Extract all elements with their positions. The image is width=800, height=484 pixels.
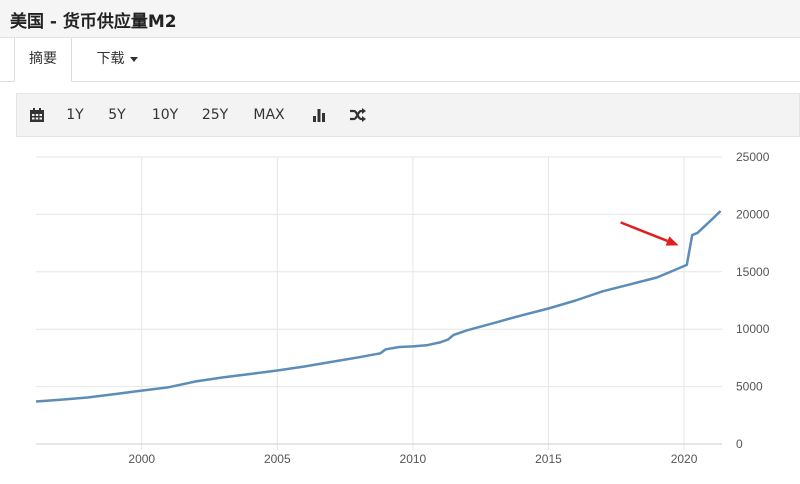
series-line [35,210,722,403]
x-tick-label: 2005 [264,452,291,466]
tab-download[interactable]: 下载 [86,38,148,81]
annotation-arrow-head [665,236,679,246]
range-10y-button[interactable]: 10Y [151,107,179,123]
range-25y-button[interactable]: 25Y [201,107,229,123]
m2-line-chart: 0 5000 10000 15000 20000 25000 2000 2005 2010 201… [35,150,770,466]
tab-summary[interactable]: 摘要 [14,38,72,82]
tab-download-label: 下载 [96,51,125,67]
caret-down-icon [129,56,138,62]
range-max-button[interactable]: MAX [253,107,285,123]
range-5y-button[interactable]: 5Y [108,107,126,123]
shuffle-icon[interactable] [343,94,373,136]
y-tick-label: 5000 [736,380,763,394]
chart-toolbar: 1Y 5Y 10Y 25Y MAX [16,93,800,137]
annotation-arrow-shaft [620,221,668,243]
bar-chart-icon[interactable] [305,94,333,136]
title-bar: 美国 - 货币供应量M2 [0,0,800,38]
x-tick-label: 2000 [128,452,155,466]
page-title: 美国 - 货币供应量M2 [10,12,177,32]
y-tick-label: 25000 [736,150,770,164]
y-tick-label: 15000 [736,265,770,279]
y-tick-label: 10000 [736,322,770,336]
y-tick-label: 0 [736,437,743,451]
range-1y-button[interactable]: 1Y [66,107,84,123]
tab-bar: 摘要 下载 [0,38,800,82]
x-tick-label: 2015 [535,452,562,466]
calendar-icon[interactable] [23,94,51,136]
tab-summary-label: 摘要 [29,51,57,67]
x-tick-label: 2020 [671,452,698,466]
y-tick-label: 20000 [736,207,770,221]
chart-area: 0 5000 10000 15000 20000 25000 2000 2005 2010 201… [0,137,800,480]
x-tick-label: 2010 [400,452,427,466]
